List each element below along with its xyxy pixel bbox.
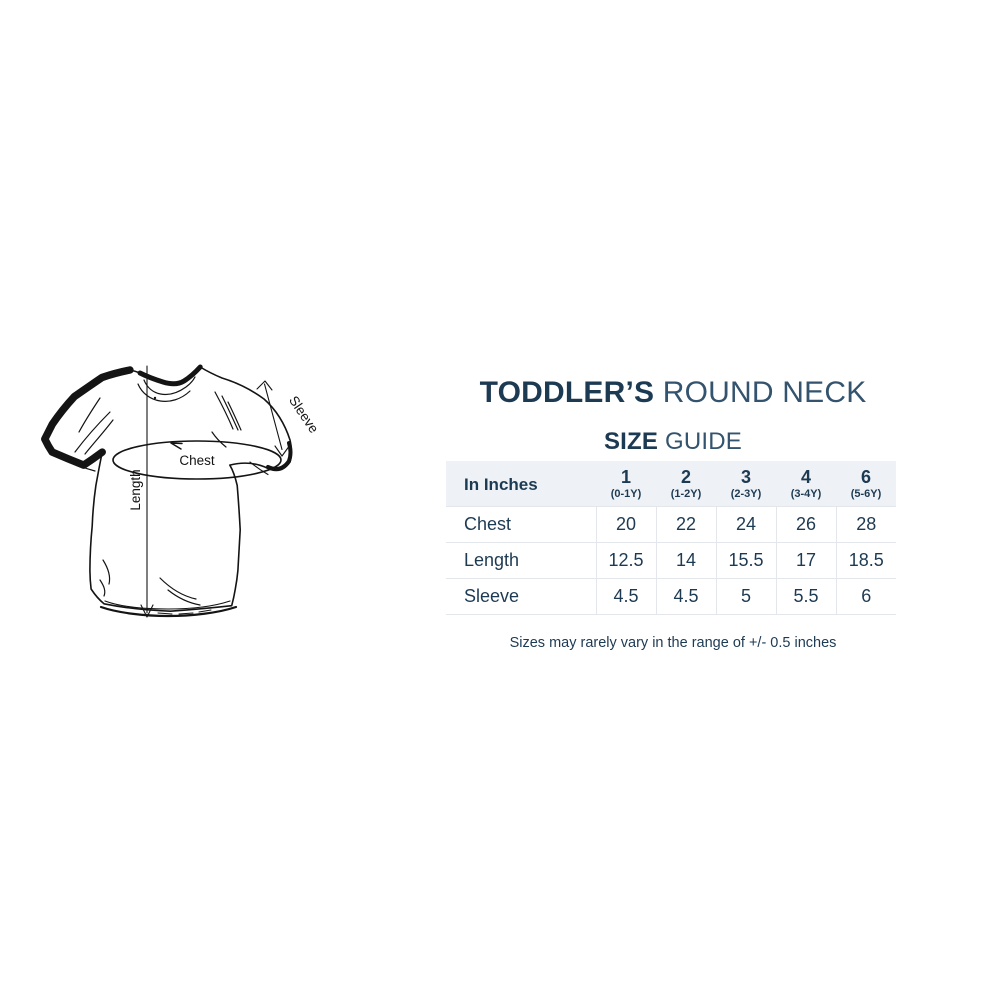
svg-text:Chest: Chest [179,453,215,468]
svg-text:Length: Length [128,469,143,510]
svg-text:Sleeve: Sleeve [286,393,322,436]
